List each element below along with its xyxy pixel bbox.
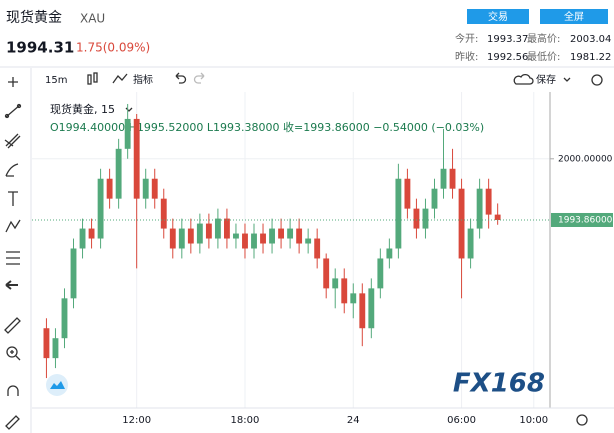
redo[interactable] [193, 72, 205, 84]
stat-value: 1981.22 [570, 52, 611, 63]
trade-button-label[interactable]: 交易 [488, 10, 508, 23]
logo-badge[interactable] [46, 374, 68, 396]
candle-body [494, 214, 501, 220]
candle-body [205, 223, 212, 239]
candle-body [115, 148, 122, 199]
candle-body [233, 233, 239, 239]
candle-body [214, 218, 221, 239]
settings-icon[interactable] [591, 74, 603, 86]
candle-body [296, 228, 303, 244]
candle-body [323, 258, 330, 289]
stat-label: 今开: [455, 32, 478, 45]
last-price-box [551, 212, 613, 227]
x-tick-label: 06:00 [447, 415, 476, 426]
cloud-icon[interactable] [513, 73, 534, 85]
legend-title: 现货黄金, 15 [50, 102, 115, 116]
candle-body [314, 238, 321, 259]
candle-body [287, 228, 294, 239]
stat-label: 昨收: [455, 50, 478, 63]
legend-ohlc: O1994.40000 H1995.52000 L1993.38000 收=19… [50, 120, 484, 134]
interval[interactable]: 15m [45, 75, 67, 86]
price-change: 1.75(0.09%) [76, 41, 150, 55]
axis-settings[interactable] [576, 414, 588, 426]
candle-body [133, 118, 140, 199]
candle-body [377, 258, 384, 289]
y-tick-label: 2000.00000 [558, 154, 613, 164]
drawing-tools[interactable] [4, 77, 22, 430]
candle-body [305, 238, 312, 244]
stat-value: 1992.56 [487, 52, 528, 63]
candle-body [242, 233, 248, 249]
candle-body [223, 218, 230, 239]
last-price-label: 1993.86000 [558, 215, 613, 225]
candle-body [359, 293, 366, 329]
legend-menu[interactable] [125, 107, 133, 112]
x-tick-label: 12:00 [122, 415, 151, 426]
candle-body [169, 228, 176, 249]
candle-body [124, 118, 131, 149]
x-tick-label: 10:00 [519, 415, 548, 426]
candle-body [386, 248, 393, 259]
undo[interactable] [175, 72, 187, 84]
candle-body [485, 188, 492, 215]
stat-label: 最低价: [527, 50, 560, 63]
candle-body [278, 228, 285, 239]
watermark: FX168 [453, 369, 545, 399]
candle-body [341, 278, 348, 304]
candle-body [368, 288, 375, 329]
x-tick-label: 24 [347, 415, 360, 426]
x-tick-label: 18:00 [231, 415, 260, 426]
candle-body [269, 228, 275, 244]
candle-body [467, 228, 474, 259]
indicators[interactable]: 指标 [133, 73, 153, 86]
candle-body [413, 208, 420, 229]
candle-body [142, 178, 149, 199]
candle-body [52, 338, 59, 359]
candle-body [422, 208, 429, 229]
candle-body [251, 233, 257, 249]
trade-button[interactable] [467, 9, 529, 24]
candle-body [449, 168, 456, 189]
candle-body [151, 178, 158, 199]
candle-body [440, 168, 447, 189]
logo-icon[interactable] [50, 381, 65, 389]
candle-body [43, 328, 50, 359]
candle-body [97, 178, 104, 239]
candle-body [106, 178, 113, 199]
candle-body [160, 198, 167, 229]
indicator-icon[interactable] [112, 73, 128, 84]
stat-value: 2003.04 [570, 34, 611, 45]
candle-body [476, 188, 483, 229]
candle-body [260, 233, 266, 244]
chart-type-icon[interactable] [87, 72, 98, 85]
candle-body [458, 188, 465, 259]
candle-body [178, 228, 185, 249]
price: 1994.31 [6, 39, 74, 57]
symbol-name: 现货黄金 [6, 9, 62, 26]
candle-body [196, 223, 203, 244]
fullscreen-button[interactable] [540, 9, 608, 24]
candle-body [61, 298, 68, 339]
candle-body [350, 293, 357, 304]
fullscreen-button-label[interactable]: 全屏 [564, 10, 584, 23]
candle-body [431, 188, 438, 209]
candle-body [70, 248, 77, 299]
candle-body [404, 178, 411, 209]
stat-value: 1993.37 [487, 34, 528, 45]
save-menu[interactable] [563, 77, 571, 82]
candle-body [187, 228, 194, 244]
candle-body [88, 228, 95, 239]
save[interactable]: 保存 [536, 73, 556, 86]
candle-body [332, 278, 339, 289]
candle-body [79, 228, 86, 249]
candle-body [395, 178, 402, 249]
symbol-code: XAU [80, 12, 105, 26]
stat-label: 最高价: [527, 32, 560, 45]
